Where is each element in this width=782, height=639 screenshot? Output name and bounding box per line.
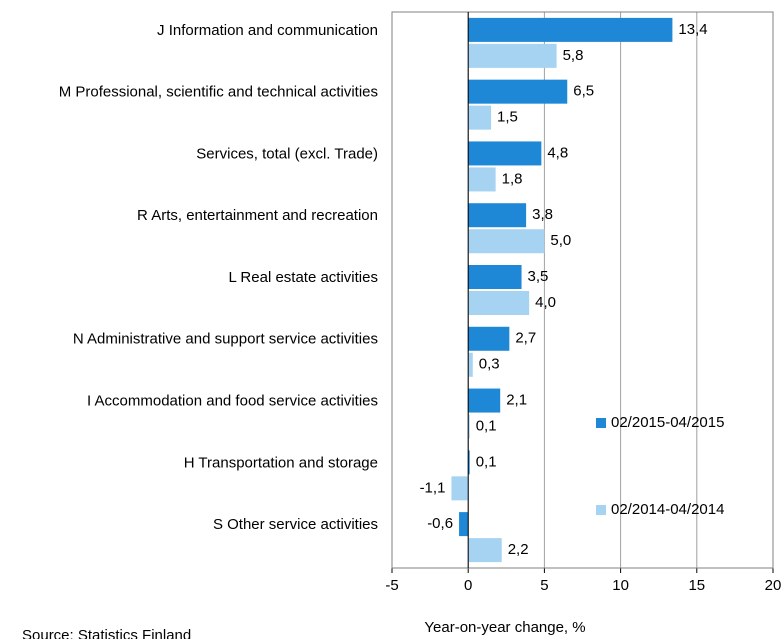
x-tick-label: -5 bbox=[385, 577, 398, 594]
bar bbox=[468, 538, 502, 563]
value-label: 1,8 bbox=[502, 170, 523, 187]
y-tick-label: J Information and communication bbox=[157, 22, 378, 39]
x-tick-label: 5 bbox=[540, 577, 548, 594]
value-label: 4,0 bbox=[535, 294, 556, 311]
x-tick-label: 0 bbox=[464, 577, 472, 594]
bar bbox=[468, 141, 542, 166]
x-tick-label: 10 bbox=[612, 577, 629, 594]
legend-swatch bbox=[596, 418, 606, 428]
legend-swatch bbox=[596, 505, 606, 515]
value-label: 0,1 bbox=[476, 418, 497, 435]
y-tick-label: S Other service activities bbox=[213, 516, 378, 533]
bar bbox=[468, 414, 470, 439]
y-tick-label: N Administrative and support service act… bbox=[73, 331, 378, 348]
value-label: 3,5 bbox=[528, 268, 549, 285]
bar bbox=[468, 79, 568, 104]
value-label: 2,2 bbox=[508, 541, 529, 558]
bar bbox=[468, 326, 510, 351]
y-tick-label: Services, total (excl. Trade) bbox=[196, 145, 378, 162]
x-axis-label: Year-on-year change, % bbox=[424, 619, 585, 636]
y-tick-label: L Real estate activities bbox=[228, 269, 378, 286]
value-label: -1,1 bbox=[420, 479, 446, 496]
x-tick-label: 15 bbox=[688, 577, 705, 594]
value-label: 5,0 bbox=[550, 232, 571, 249]
bar bbox=[468, 265, 522, 289]
value-label: 13,4 bbox=[678, 21, 707, 38]
bar bbox=[451, 476, 469, 501]
y-tick-label: H Transportation and storage bbox=[184, 454, 378, 471]
y-tick-label: R Arts, entertainment and recreation bbox=[137, 207, 378, 224]
value-label: 4,8 bbox=[547, 144, 568, 161]
value-label: 0,3 bbox=[479, 356, 500, 373]
bar bbox=[468, 450, 470, 475]
bar bbox=[468, 291, 530, 315]
legend-label: 02/2014-04/2014 bbox=[611, 501, 724, 518]
value-label: 6,5 bbox=[573, 83, 594, 100]
value-label: -0,6 bbox=[427, 515, 453, 532]
bar bbox=[468, 352, 473, 377]
source: Source: Statistics Finland bbox=[22, 627, 191, 639]
y-tick-label: M Professional, scientific and technical… bbox=[59, 84, 378, 101]
x-tick-label: 20 bbox=[765, 577, 782, 594]
value-label: 2,7 bbox=[515, 330, 536, 347]
y-tick-label: I Accommodation and food service activit… bbox=[87, 393, 378, 410]
bar bbox=[468, 43, 557, 68]
bar bbox=[468, 203, 527, 228]
bar bbox=[468, 17, 673, 42]
value-label: 2,1 bbox=[506, 392, 527, 409]
legend-label: 02/2015-04/2015 bbox=[611, 414, 724, 431]
value-label: 1,5 bbox=[497, 109, 518, 126]
bar bbox=[468, 105, 492, 130]
bar bbox=[468, 167, 496, 192]
value-label: 0,1 bbox=[476, 453, 497, 470]
bar bbox=[459, 512, 469, 537]
value-label: 5,8 bbox=[563, 47, 584, 64]
plot-border bbox=[391, 11, 774, 569]
bar bbox=[468, 229, 545, 254]
value-label: 3,8 bbox=[532, 206, 553, 223]
bar bbox=[468, 388, 501, 413]
